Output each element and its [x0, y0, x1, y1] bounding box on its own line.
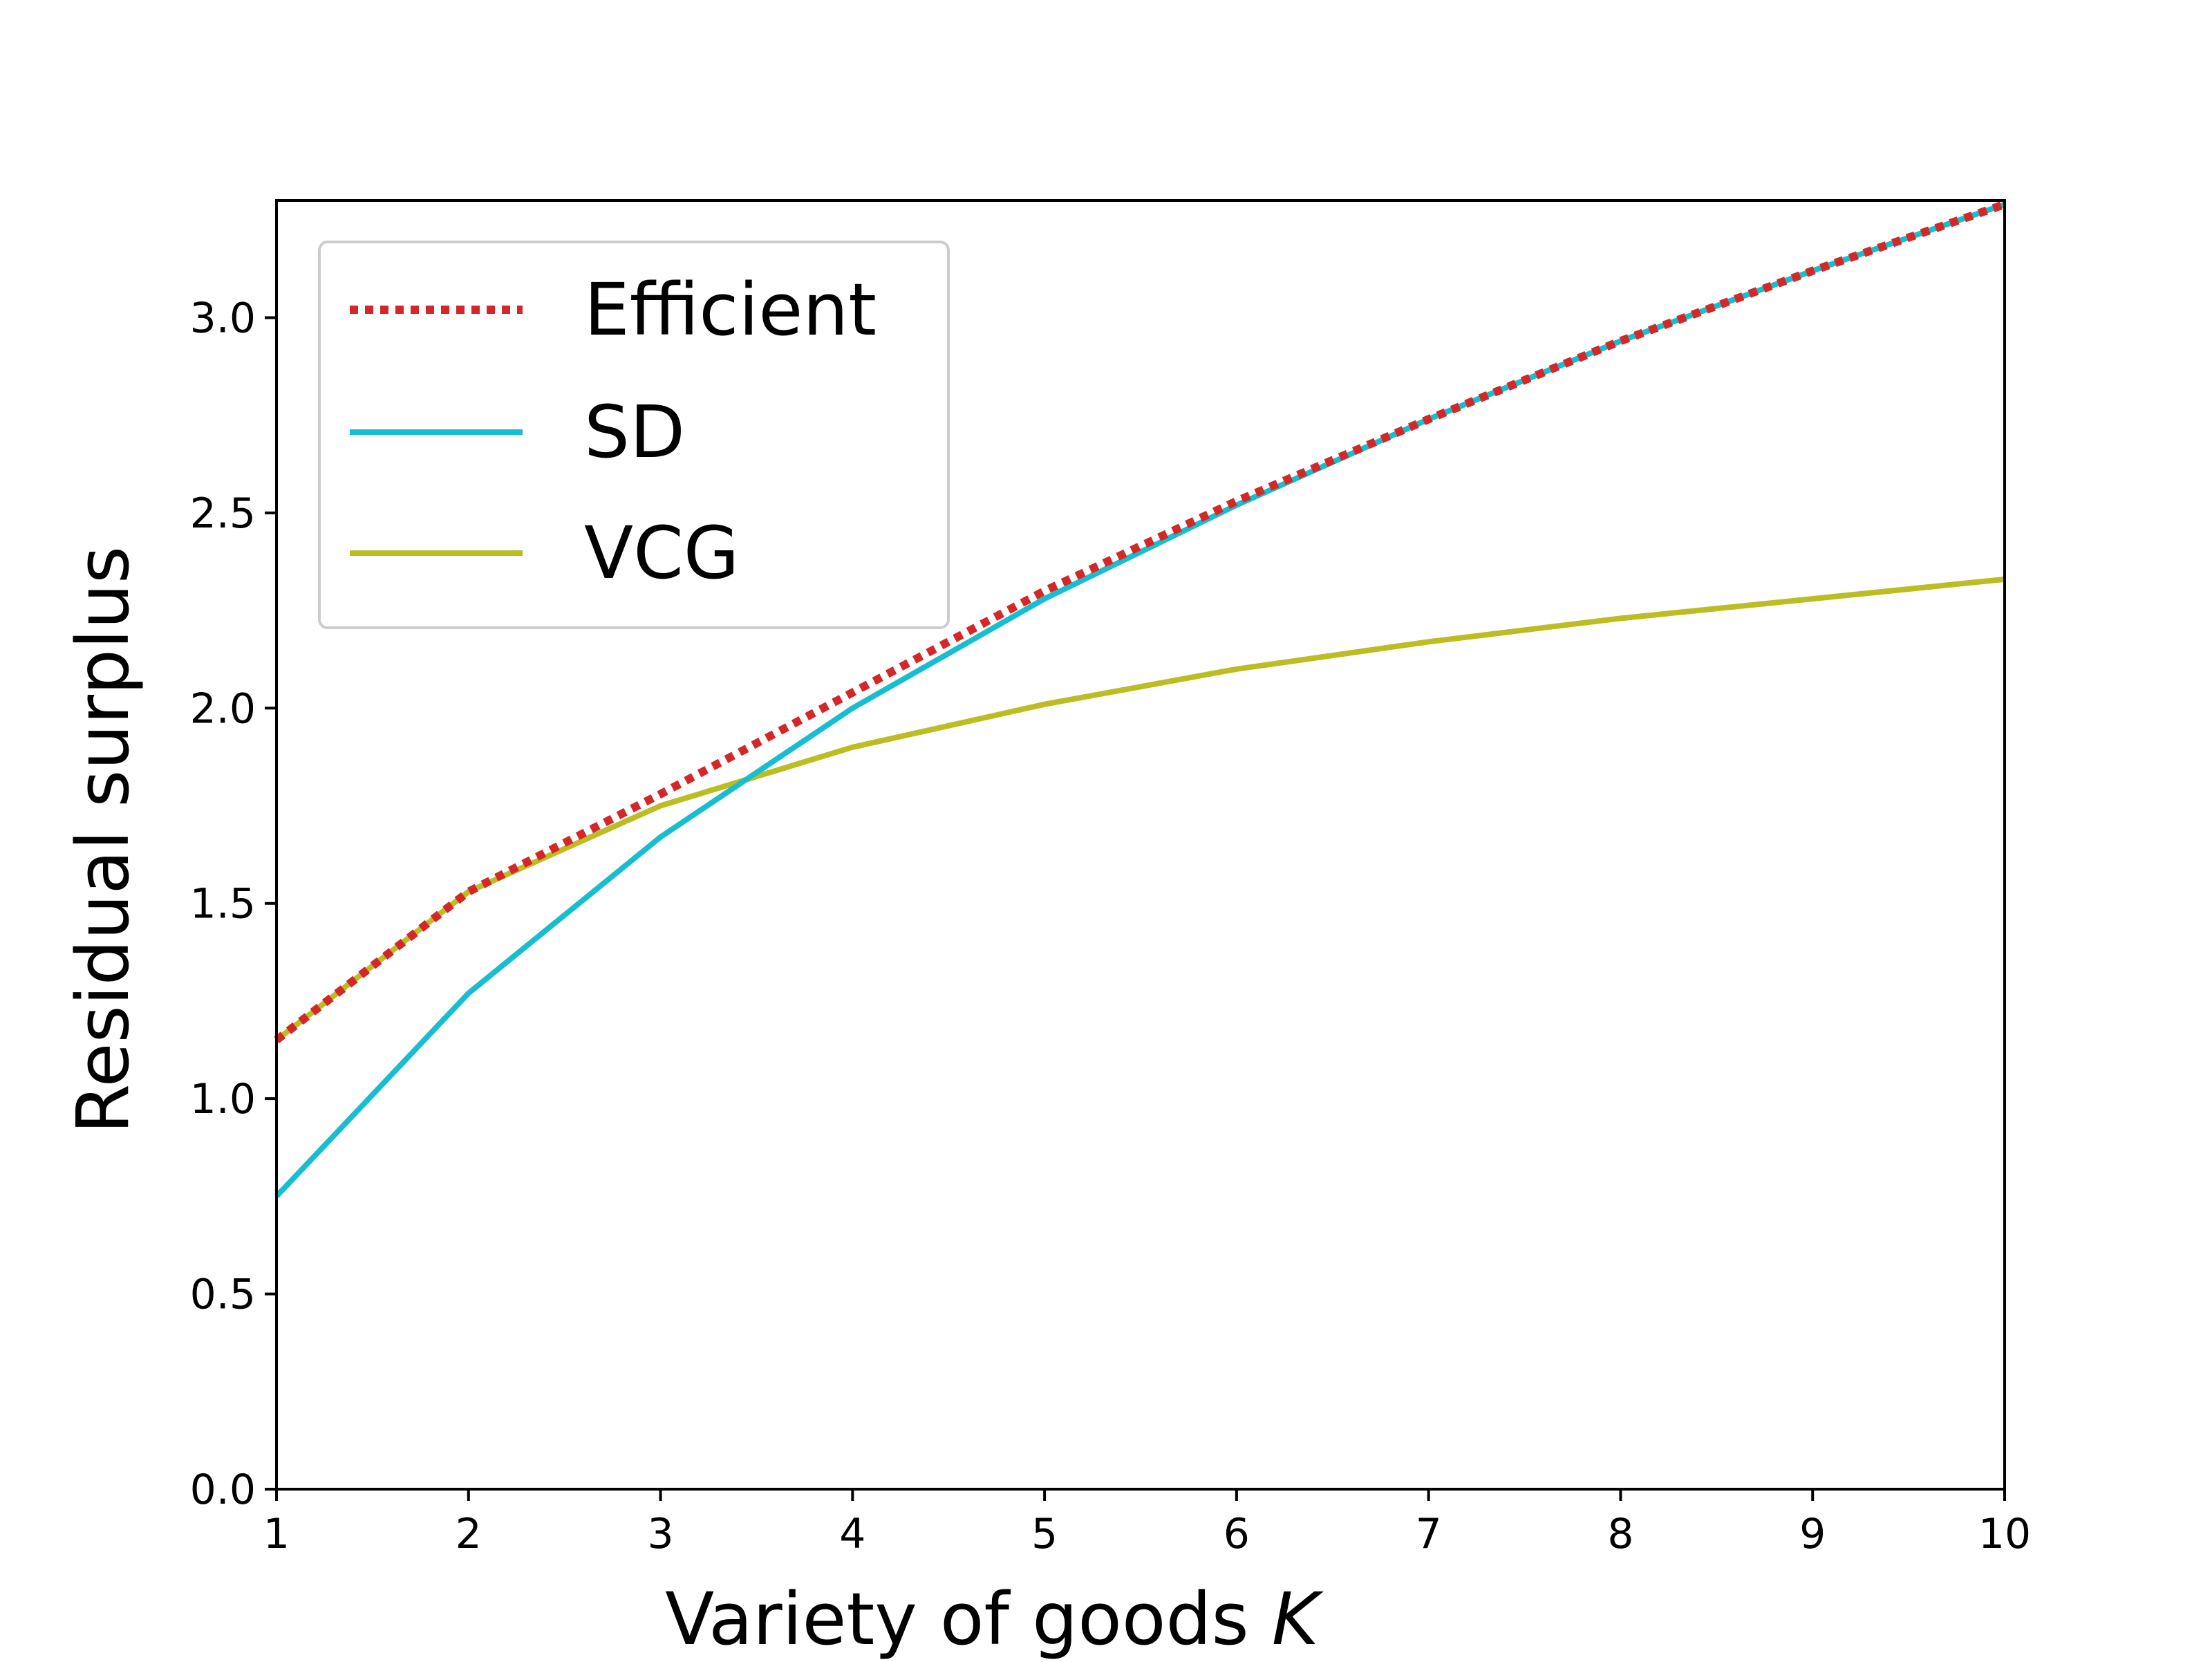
y-tick-label: 2.5: [190, 489, 256, 538]
x-tick-label: 9: [1799, 1510, 1826, 1558]
x-tick-label: 4: [839, 1510, 865, 1558]
plot-series: [274, 200, 2006, 1199]
y-tick-label: 0.0: [190, 1466, 256, 1514]
legend-label-sd: SD: [584, 390, 685, 474]
legend-box: [318, 241, 950, 629]
x-tick-label: 2: [456, 1510, 482, 1558]
series-line-vcg: [274, 576, 2005, 1043]
y-tick-label: 1.5: [190, 880, 256, 928]
x-tick-label: 5: [1031, 1510, 1058, 1558]
series-line-sd: [274, 201, 2006, 1199]
series-line-efficient: [274, 200, 2006, 1044]
x-tick-label: 8: [1607, 1510, 1633, 1558]
x-axis-label: Variety of goods K: [665, 1577, 1324, 1659]
y-tick-label: 0.5: [190, 1271, 256, 1319]
x-tick-label: 10: [1978, 1510, 2031, 1558]
y-tick-label: 3.0: [190, 294, 256, 342]
x-tick-label: 7: [1416, 1510, 1442, 1558]
x-tick-label: 6: [1224, 1510, 1250, 1558]
x-axis-label-text: Variety of goods: [665, 1577, 1249, 1659]
x-tick-label: 3: [647, 1510, 673, 1558]
y-tick-label: 2.0: [190, 684, 256, 733]
x-tick-label: 1: [263, 1510, 290, 1558]
y-axis-label: Residual surplus: [61, 546, 145, 1134]
x-axis-label-variable: K: [1272, 1577, 1324, 1659]
axis-ticks: 1 2 3 4 5 6 7 8 9 10 0.0 0.5 1.0 1.5 2.0 2.5 3.0: [190, 294, 2032, 1558]
y-tick-label: 1.0: [190, 1075, 256, 1123]
legend-label-efficient: Efficient: [584, 268, 877, 352]
legend: Efficient SD VCG: [318, 241, 950, 629]
legend-label-vcg: VCG: [584, 511, 739, 595]
plot-area-frame: [275, 199, 2006, 1491]
